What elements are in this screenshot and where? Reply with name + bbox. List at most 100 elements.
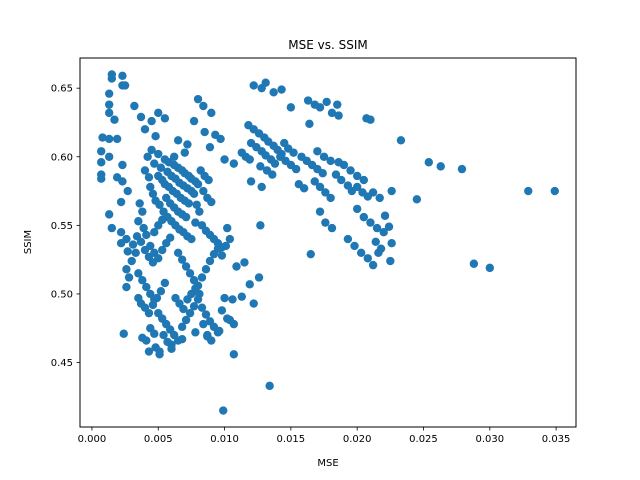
data-point xyxy=(195,289,204,299)
data-point xyxy=(315,182,325,192)
x-tick-label: 0.030 xyxy=(475,434,504,445)
data-point xyxy=(299,184,309,193)
data-point xyxy=(155,347,164,356)
x-tick-label: 0.000 xyxy=(78,434,107,445)
data-point xyxy=(223,314,232,323)
data-point xyxy=(156,287,166,296)
data-point xyxy=(167,344,176,354)
data-point xyxy=(485,263,494,273)
data-point xyxy=(146,241,155,251)
data-point xyxy=(199,186,208,196)
data-point xyxy=(217,306,227,315)
data-point xyxy=(165,233,175,242)
data-point xyxy=(249,299,258,308)
data-point xyxy=(379,228,388,237)
data-point xyxy=(110,115,119,124)
data-point xyxy=(368,188,378,197)
data-point xyxy=(326,156,335,166)
data-point xyxy=(331,170,341,179)
data-point xyxy=(245,155,254,164)
data-point xyxy=(142,282,151,292)
data-point xyxy=(116,228,126,237)
data-point xyxy=(343,234,353,244)
data-point xyxy=(277,85,286,94)
x-axis: 0.000 0.005 0.010 0.015 0.020 0.025 0.030 0.035 xyxy=(78,427,570,445)
data-point xyxy=(118,177,127,186)
data-point xyxy=(193,180,203,189)
plot-frame xyxy=(79,57,577,428)
data-point xyxy=(207,108,216,118)
data-point xyxy=(205,142,215,152)
data-point xyxy=(339,160,349,170)
data-point xyxy=(204,175,213,185)
data-point xyxy=(136,112,146,122)
data-point xyxy=(356,248,366,257)
data-point xyxy=(469,259,479,268)
data-point xyxy=(387,238,396,248)
data-point xyxy=(127,256,136,266)
data-point xyxy=(315,207,325,216)
data-point xyxy=(142,336,151,345)
data-point xyxy=(134,269,143,278)
data-point xyxy=(386,256,395,266)
data-point xyxy=(306,249,315,259)
data-point xyxy=(180,148,189,157)
data-point xyxy=(368,260,378,270)
data-point xyxy=(154,254,163,263)
data-point xyxy=(177,322,187,332)
data-point xyxy=(128,240,138,249)
data-point xyxy=(140,166,150,175)
data-point xyxy=(412,195,422,204)
data-point xyxy=(181,262,191,271)
y-axis-label: SSIM xyxy=(23,230,34,254)
data-point xyxy=(151,131,160,141)
data-point xyxy=(122,282,131,292)
data-point xyxy=(269,88,278,97)
data-point xyxy=(249,81,258,90)
data-point xyxy=(193,94,203,104)
data-point xyxy=(352,204,362,214)
data-point xyxy=(201,310,211,319)
data-point xyxy=(104,100,114,109)
data-point xyxy=(158,175,167,185)
data-point xyxy=(457,164,467,174)
data-point xyxy=(139,223,148,233)
data-point xyxy=(436,162,445,171)
data-point xyxy=(189,302,199,311)
data-point xyxy=(270,159,280,168)
data-point xyxy=(173,336,183,345)
data-point xyxy=(118,160,127,170)
data-point xyxy=(229,350,239,359)
data-point xyxy=(189,189,199,198)
data-point xyxy=(363,254,372,263)
data-point xyxy=(122,265,131,274)
data-point xyxy=(160,114,170,123)
data-point xyxy=(104,134,114,144)
data-point xyxy=(123,186,132,196)
data-point xyxy=(152,293,162,303)
data-point xyxy=(213,244,223,253)
data-point xyxy=(424,158,433,167)
data-point xyxy=(118,71,127,81)
data-point xyxy=(362,114,371,123)
data-point xyxy=(120,81,130,90)
data-point xyxy=(200,127,209,137)
data-point xyxy=(185,269,195,278)
data-point xyxy=(140,125,150,134)
data-point xyxy=(169,152,179,161)
data-point xyxy=(261,78,270,87)
data-point xyxy=(313,147,322,156)
data-point xyxy=(199,101,208,111)
data-point xyxy=(524,186,533,196)
data-point xyxy=(135,199,144,208)
y-tick-label: 0.55 xyxy=(51,221,73,232)
data-point xyxy=(132,232,142,241)
data-point xyxy=(223,223,232,233)
y-tick-label: 0.65 xyxy=(51,84,73,95)
data-point xyxy=(131,248,140,257)
data-point xyxy=(173,248,183,257)
data-point xyxy=(104,89,114,98)
data-point xyxy=(254,273,264,282)
data-point xyxy=(119,329,128,338)
